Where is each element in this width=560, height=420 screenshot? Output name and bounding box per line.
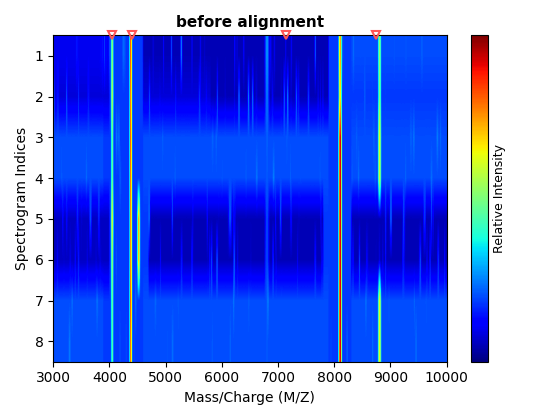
X-axis label: Mass/Charge (M/Z): Mass/Charge (M/Z) [184,391,315,405]
Y-axis label: Spectrogram Indices: Spectrogram Indices [15,127,29,270]
Title: before alignment: before alignment [176,15,324,30]
Y-axis label: Relative Intensity: Relative Intensity [493,144,506,253]
